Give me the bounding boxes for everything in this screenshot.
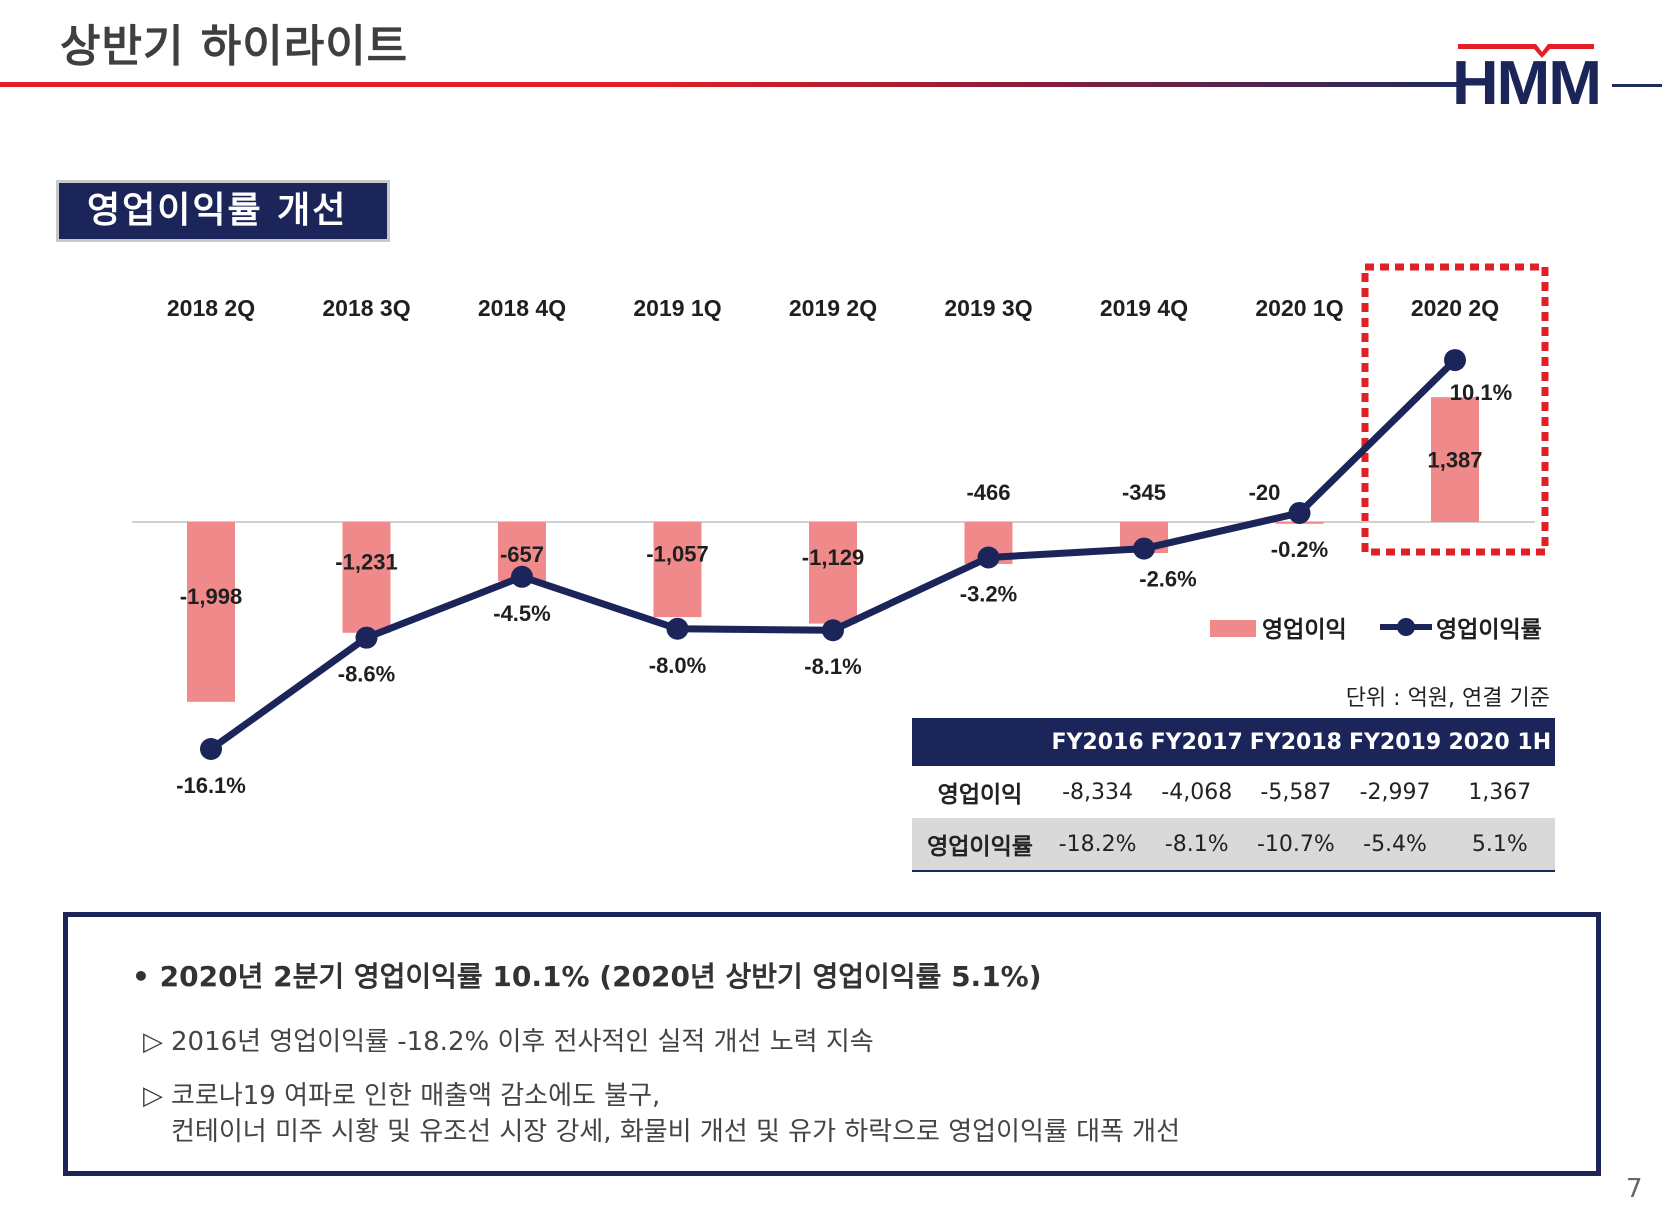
line-data-label: -16.1% (176, 773, 246, 798)
table-cell: -8,334 (1062, 779, 1134, 805)
bar-data-label: -20 (1249, 480, 1281, 505)
page-number: 7 (1626, 1174, 1643, 1204)
line-data-label: -8.6% (338, 662, 395, 687)
line-point (355, 626, 378, 649)
row-label: 영업이익률 (912, 818, 1048, 872)
summary-point: ▷ 코로나19 여파로 인한 매출액 감소에도 불구, (143, 1075, 660, 1112)
bar-data-label: -657 (500, 542, 544, 567)
bar (653, 522, 702, 618)
legend-bar-label: 영업이익 (1262, 616, 1347, 642)
summary-text-continued: 컨테이너 미주 시황 및 유조선 시장 강세, 화물비 개선 및 유가 하락으로… (171, 1117, 1181, 1147)
table-header-cell: FY2018 (1246, 718, 1346, 766)
legend-bar-swatch (1210, 620, 1256, 637)
bar-data-label: 1,387 (1427, 448, 1482, 473)
category-label: 2019 2Q (789, 295, 877, 321)
bar (809, 522, 857, 624)
bar-data-label: -345 (1122, 480, 1166, 505)
summary-text: 코로나19 여파로 인한 매출액 감소에도 불구, (171, 1081, 661, 1111)
line-point (666, 617, 689, 640)
table-cell: 1,367 (1468, 779, 1532, 805)
bar (1431, 397, 1479, 522)
line-point (1288, 501, 1311, 524)
summary-box: • 2020년 2분기 영업이익률 10.1% (2020년 상반기 영업이익률… (63, 912, 1601, 1176)
table-cell: -10.7% (1246, 818, 1346, 872)
table-cell: -4,068 (1161, 779, 1233, 805)
table-header-cell: FY2019 (1345, 718, 1445, 766)
table-cell: -5.4% (1345, 818, 1445, 872)
bar-data-label: -1,057 (646, 542, 708, 567)
table-header-row: FY2016 FY2017 FY2018 FY2019 2020 1H (912, 718, 1555, 766)
line-point (977, 546, 1000, 569)
line-data-label: -2.6% (1139, 567, 1196, 592)
line-point (1444, 349, 1466, 372)
line-point (1133, 537, 1155, 560)
legend-line-label: 영업이익률 (1436, 616, 1542, 642)
table-cell: -18.2% (1048, 818, 1148, 872)
category-label: 2019 4Q (1100, 295, 1188, 321)
triangle-bullet-icon: ▷ (143, 1081, 163, 1111)
line-data-label: -8.1% (804, 654, 861, 679)
logo-wordmark: HMM (1452, 49, 1600, 112)
highlight-box (1361, 263, 1549, 556)
annual-summary-table: FY2016 FY2017 FY2018 FY2019 2020 1H 영업이익… (912, 718, 1555, 872)
summary-text: 2016년 영업이익률 -18.2% 이후 전사적인 실적 개선 노력 지속 (171, 1027, 874, 1057)
category-label: 2018 2Q (167, 295, 255, 321)
page-title: 상반기 하이라이트 (60, 21, 409, 72)
table-header-cell: FY2016 (1048, 718, 1148, 766)
hmm-logo: HMM (1452, 44, 1602, 112)
line-data-label: -4.5% (493, 601, 550, 626)
unit-note: 단위 : 억원, 연결 기준 (1345, 686, 1550, 711)
table-cell: -2,997 (1359, 779, 1431, 805)
row-label: 영업이익 (937, 782, 1023, 808)
line-data-label: -0.2% (1271, 537, 1328, 562)
bar-data-label: -1,998 (180, 584, 242, 609)
operating-margin-chart: 2018 2Q 2018 3Q 2018 4Q 2019 1Q 2019 2Q 2019 … (132, 263, 1549, 798)
category-label: 2019 3Q (944, 295, 1032, 321)
legend-line-marker (1397, 618, 1415, 636)
bar (187, 522, 235, 702)
bar-data-label: -1,129 (802, 545, 864, 570)
category-label: 2019 1Q (633, 295, 721, 321)
bar-data-label: -1,231 (335, 549, 397, 574)
line-data-label: 10.1% (1450, 380, 1512, 405)
header-divider-tail (1612, 84, 1662, 87)
category-label: 2020 1Q (1255, 295, 1343, 321)
category-label: 2018 3Q (322, 295, 410, 321)
line-point (511, 565, 533, 588)
line-point (822, 619, 844, 642)
table-cell: -5,587 (1260, 779, 1332, 805)
table-cell: -8.1% (1147, 818, 1247, 872)
section-title: 영업이익률 개선 (56, 180, 390, 242)
summary-headline: • 2020년 2분기 영업이익률 10.1% (2020년 상반기 영업이익률… (132, 960, 1042, 993)
bar-data-label: -466 (966, 480, 1010, 505)
table-cell: 5.1% (1444, 818, 1555, 872)
header-divider (0, 82, 1460, 87)
table-row: 영업이익률 -18.2% -8.1% -10.7% -5.4% 5.1% (912, 818, 1555, 872)
line-data-label: -8.0% (649, 653, 706, 678)
table-row: 영업이익 -8,334 -4,068 -5,587 -2,997 1,367 (912, 766, 1555, 818)
line-data-label: -3.2% (960, 582, 1017, 607)
table-header-cell: 2020 1H (1444, 718, 1555, 766)
category-label: 2020 2Q (1411, 295, 1499, 321)
triangle-bullet-icon: ▷ (143, 1027, 163, 1057)
line-point (200, 738, 222, 760)
table-header-cell: FY2017 (1147, 718, 1247, 766)
summary-point: ▷ 2016년 영업이익률 -18.2% 이후 전사적인 실적 개선 노력 지속 (143, 1021, 874, 1058)
category-label: 2018 4Q (478, 295, 566, 321)
table-header-cell (912, 718, 1048, 766)
bar (342, 522, 391, 633)
